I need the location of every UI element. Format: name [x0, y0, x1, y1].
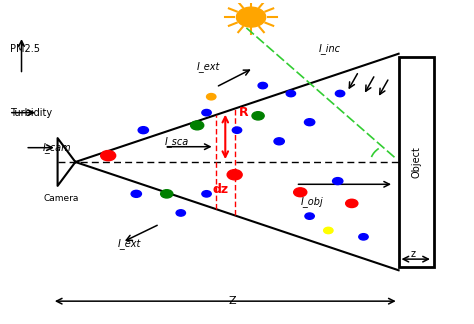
- Text: dz: dz: [212, 182, 228, 196]
- Circle shape: [237, 7, 265, 27]
- Circle shape: [305, 213, 314, 219]
- Text: z: z: [410, 249, 415, 259]
- Circle shape: [207, 94, 216, 100]
- Circle shape: [191, 121, 204, 130]
- Circle shape: [138, 127, 148, 134]
- Bar: [399, 57, 434, 267]
- Circle shape: [258, 82, 267, 89]
- Circle shape: [304, 119, 315, 126]
- Circle shape: [324, 227, 333, 234]
- Circle shape: [202, 191, 211, 197]
- Text: Turbidity: Turbidity: [10, 108, 52, 118]
- Text: PM2.5: PM2.5: [10, 44, 40, 54]
- Text: Camera: Camera: [44, 194, 79, 203]
- Text: I_sca: I_sca: [164, 136, 189, 147]
- Text: I_ext: I_ext: [197, 61, 220, 72]
- Circle shape: [252, 112, 264, 120]
- Circle shape: [100, 151, 116, 161]
- Circle shape: [131, 190, 141, 197]
- Text: Z: Z: [228, 295, 236, 306]
- Circle shape: [161, 190, 173, 198]
- Circle shape: [286, 90, 296, 97]
- Circle shape: [346, 199, 358, 208]
- Circle shape: [333, 178, 343, 185]
- Text: I_cam: I_cam: [43, 142, 71, 153]
- Text: I_inc: I_inc: [319, 43, 341, 54]
- Text: Object: Object: [411, 146, 421, 178]
- Circle shape: [227, 170, 242, 180]
- Circle shape: [294, 188, 307, 197]
- Text: I_ext: I_ext: [118, 238, 141, 249]
- Circle shape: [336, 90, 345, 97]
- Circle shape: [176, 210, 185, 216]
- Text: R: R: [239, 106, 249, 119]
- Circle shape: [359, 234, 368, 240]
- Circle shape: [232, 127, 242, 133]
- Circle shape: [274, 138, 284, 145]
- Circle shape: [202, 110, 211, 116]
- Text: I_obj: I_obj: [300, 196, 323, 207]
